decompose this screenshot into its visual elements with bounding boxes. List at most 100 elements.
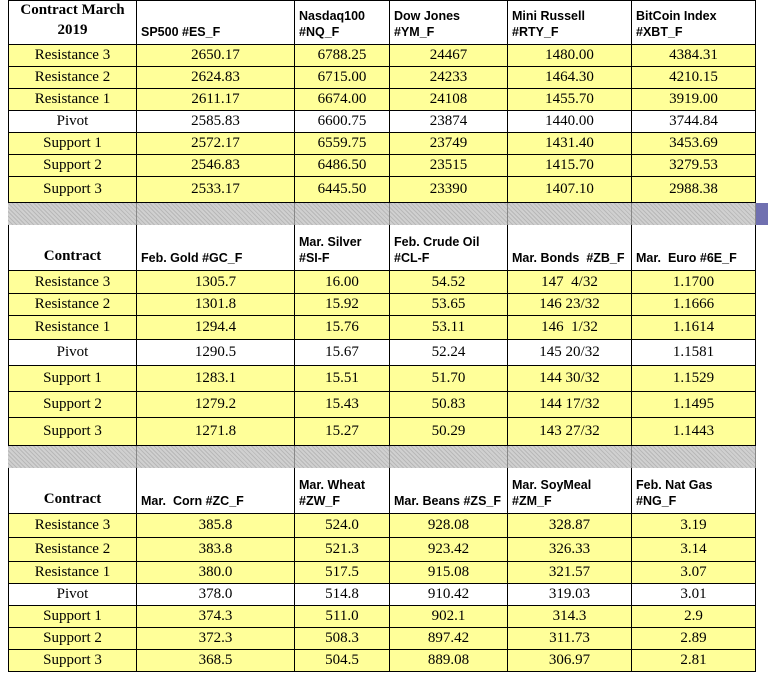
header-text: Mar. SoyMeal bbox=[512, 478, 592, 492]
value: 1464.30 bbox=[545, 69, 594, 85]
header-cell: Feb. Nat Gas #NG_F bbox=[632, 468, 756, 514]
header-cell: Contract bbox=[8, 225, 137, 271]
value: 15.67 bbox=[325, 344, 359, 360]
value: 23874 bbox=[429, 113, 468, 129]
value-cell: 3.19 bbox=[632, 514, 756, 538]
value: 144 30/32 bbox=[539, 370, 600, 386]
value: 15.27 bbox=[325, 423, 359, 439]
value: 1.1495 bbox=[672, 396, 715, 412]
row-label: Pivot bbox=[56, 113, 89, 129]
row-label-cell: Support 1 bbox=[8, 133, 137, 155]
value-cell: 1.1443 bbox=[632, 418, 756, 446]
value-cell: 2.9 bbox=[632, 606, 756, 628]
value-cell: 53.65 bbox=[390, 294, 508, 316]
value: 1279.2 bbox=[194, 396, 237, 412]
value-cell: 2611.17 bbox=[137, 89, 295, 111]
value: 2988.38 bbox=[669, 181, 718, 197]
value-cell: 928.08 bbox=[390, 514, 508, 538]
header-cell: Feb. Gold #GC_F bbox=[137, 225, 295, 271]
value: 328.87 bbox=[548, 517, 591, 533]
value-cell: 146 1/32 bbox=[508, 316, 632, 340]
value-cell: 524.0 bbox=[295, 514, 390, 538]
value: 16.00 bbox=[325, 273, 359, 290]
value-cell: 145 20/32 bbox=[508, 340, 632, 366]
separator-cell bbox=[295, 446, 390, 468]
value-cell: 1440.00 bbox=[508, 111, 632, 133]
value-cell: 2572.17 bbox=[137, 133, 295, 155]
value: 51.70 bbox=[431, 370, 466, 386]
value-cell: 15.92 bbox=[295, 294, 390, 316]
value-cell: 1431.40 bbox=[508, 133, 632, 155]
header-cell: Mar. Wheat #ZW_F bbox=[295, 468, 390, 514]
value-cell: 4210.15 bbox=[632, 67, 756, 89]
header-text: Dow Jones bbox=[394, 9, 460, 23]
value: 15.43 bbox=[325, 396, 359, 412]
value: 2533.17 bbox=[191, 181, 240, 197]
separator-cell bbox=[295, 203, 390, 225]
row-label: Support 3 bbox=[43, 652, 102, 668]
value: 24467 bbox=[429, 47, 468, 63]
value-cell: 6559.75 bbox=[295, 133, 390, 155]
header-text: Feb. Nat Gas bbox=[636, 478, 713, 492]
value-cell: 2.89 bbox=[632, 628, 756, 650]
header-cell: Mar. Silver #SI-F bbox=[295, 225, 390, 271]
row-label-cell: Support 1 bbox=[8, 366, 137, 392]
row-label: Resistance 1 bbox=[34, 319, 111, 335]
value: 1305.7 bbox=[194, 273, 237, 290]
value-cell: 6445.50 bbox=[295, 177, 390, 203]
value-cell: 1.1666 bbox=[632, 294, 756, 316]
value: 6486.50 bbox=[317, 157, 367, 173]
row-label-cell: Resistance 1 bbox=[8, 89, 137, 111]
value: 1480.00 bbox=[545, 47, 594, 63]
value: 144 17/32 bbox=[539, 396, 600, 412]
value-cell: 889.08 bbox=[390, 650, 508, 672]
value: 6445.50 bbox=[317, 181, 367, 197]
row-label: Support 2 bbox=[43, 157, 102, 173]
row-label-cell: Pivot bbox=[8, 584, 137, 606]
value-cell: 2650.17 bbox=[137, 45, 295, 67]
value-cell: 1415.70 bbox=[508, 155, 632, 177]
separator-cell bbox=[508, 446, 632, 468]
header-text: #CL-F bbox=[394, 251, 430, 265]
value-cell: 306.97 bbox=[508, 650, 632, 672]
separator-cell bbox=[390, 203, 508, 225]
value: 3919.00 bbox=[669, 91, 718, 107]
value: 923.42 bbox=[427, 541, 470, 557]
value: 50.83 bbox=[431, 396, 466, 412]
value-cell: 1283.1 bbox=[137, 366, 295, 392]
header-text: #ZM_F bbox=[512, 494, 552, 508]
row-label: Support 3 bbox=[43, 181, 102, 197]
header-text: #NQ_F bbox=[299, 25, 340, 39]
header-text: #SI-F bbox=[299, 251, 330, 265]
value: 6559.75 bbox=[317, 135, 367, 151]
value: 1415.70 bbox=[545, 157, 594, 173]
value-cell: 1.1495 bbox=[632, 392, 756, 418]
value: 508.3 bbox=[325, 630, 359, 646]
value: 1.1666 bbox=[672, 296, 715, 312]
value-cell: 1.1614 bbox=[632, 316, 756, 340]
value: 1.1581 bbox=[672, 344, 715, 360]
header-cell: Feb. Crude Oil #CL-F bbox=[390, 225, 508, 271]
value: 1407.10 bbox=[545, 181, 594, 197]
value: 145 20/32 bbox=[539, 344, 600, 360]
value-cell: 3279.53 bbox=[632, 155, 756, 177]
row-label: Support 2 bbox=[43, 630, 102, 646]
row-label-cell: Support 3 bbox=[8, 177, 137, 203]
value: 511.0 bbox=[325, 608, 359, 624]
value-cell: 6715.00 bbox=[295, 67, 390, 89]
header-cell: Mar. Bonds #ZB_F bbox=[508, 225, 632, 271]
header-text: Feb. Gold #GC_F bbox=[141, 251, 243, 265]
value-cell: 15.51 bbox=[295, 366, 390, 392]
value: 15.51 bbox=[325, 370, 359, 386]
value: 372.3 bbox=[198, 630, 233, 646]
value: 2.9 bbox=[684, 608, 703, 624]
value: 23390 bbox=[429, 181, 468, 197]
value-cell: 15.76 bbox=[295, 316, 390, 340]
value-cell: 52.24 bbox=[390, 340, 508, 366]
row-label-cell: Support 2 bbox=[8, 155, 137, 177]
value-cell: 3.14 bbox=[632, 538, 756, 562]
value: 2650.17 bbox=[191, 47, 240, 63]
value: 910.42 bbox=[427, 586, 470, 602]
value: 23515 bbox=[429, 157, 468, 173]
row-label: Resistance 3 bbox=[34, 517, 111, 533]
